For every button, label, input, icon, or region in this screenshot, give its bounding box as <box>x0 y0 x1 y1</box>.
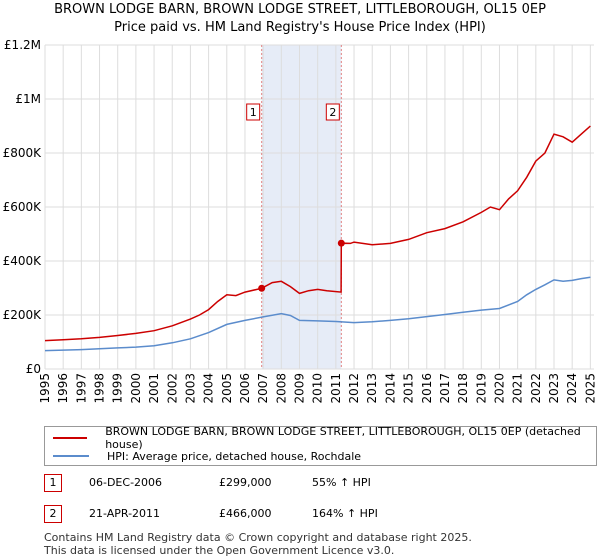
sale-price: £299,000 <box>219 476 272 489</box>
x-tick-label: 1995 <box>38 373 52 404</box>
x-tick-label: 2012 <box>347 373 361 404</box>
x-tick-label: 1999 <box>111 373 125 404</box>
x-tick-label: 2011 <box>329 373 343 404</box>
footer: Contains HM Land Registry data © Crown c… <box>44 531 472 557</box>
y-tick-label: £800K <box>3 146 43 160</box>
legend-swatch-property <box>53 437 88 439</box>
x-tick-label: 2007 <box>256 373 270 404</box>
y-tick-label: £1M <box>15 92 41 106</box>
x-tick-label: 2008 <box>274 373 288 404</box>
x-tick-label: 2002 <box>165 373 179 404</box>
x-tick-label: 2023 <box>547 373 561 404</box>
x-tick-label: 2003 <box>183 373 197 404</box>
y-tick-label: £400K <box>3 254 43 268</box>
legend-label-property: BROWN LODGE BARN, BROWN LODGE STREET, LI… <box>105 425 581 451</box>
x-tick-label: 1996 <box>56 373 70 404</box>
x-tick-label: 2006 <box>238 373 252 404</box>
x-tick-label: 2019 <box>474 373 488 404</box>
chart-subtitle: Price paid vs. HM Land Registry's House … <box>114 20 486 35</box>
sale-label-number: 1 <box>250 106 257 119</box>
x-tick-label: 2010 <box>311 373 325 404</box>
sale-date: 06-DEC-2006 <box>89 476 163 489</box>
sale-number-badge: 1 <box>44 474 62 492</box>
sale-number-badge: 2 <box>44 505 62 523</box>
x-tick-label: 2000 <box>129 373 143 404</box>
footer-licence: This data is licensed under the Open Gov… <box>44 544 395 557</box>
sale-label-number: 2 <box>329 106 336 119</box>
sale-hpi-change: 164% ↑ HPI <box>312 507 378 520</box>
sale-hpi-change: 55% ↑ HPI <box>312 476 371 489</box>
price-chart: £0 £200K £400K £600K £800K £1M £1.2M 1995 1996 19… <box>3 38 598 404</box>
x-tick-label: 2009 <box>293 373 307 404</box>
sale-price: £466,000 <box>219 507 272 520</box>
sale-date: 21-APR-2011 <box>89 507 161 520</box>
x-tick-label: 1997 <box>74 373 88 404</box>
x-tick-label: 2020 <box>492 373 506 404</box>
hpi-series-line <box>44 276 591 352</box>
y-tick-label: £200K <box>3 308 43 322</box>
sale-label-box <box>246 103 261 121</box>
x-tick-label: 2004 <box>202 373 216 404</box>
y-tick-label: £0 <box>26 362 41 376</box>
legend-swatch-hpi <box>53 455 89 457</box>
x-tick-label: 2005 <box>220 373 234 404</box>
sale-point <box>258 284 266 292</box>
x-tick-label: 2016 <box>420 373 434 404</box>
sale-point <box>337 239 345 247</box>
chart-title: BROWN LODGE BARN, BROWN LODGE STREET, LI… <box>54 2 546 17</box>
legend-item-property: BROWN LODGE BARN, BROWN LODGE STREET, LI… <box>53 425 596 451</box>
x-tick-label: 2025 <box>583 373 597 404</box>
x-tick-label: 1998 <box>93 373 107 404</box>
x-tick-label: 2022 <box>529 373 543 404</box>
legend-item-hpi: HPI: Average price, detached house, Roch… <box>53 448 361 464</box>
x-tick-label: 2017 <box>438 373 452 404</box>
x-tick-label: 2018 <box>456 373 470 404</box>
sale-row: 2 21-APR-2011 £466,000 164% ↑ HPI <box>44 505 597 529</box>
x-tick-label: 2024 <box>565 373 579 404</box>
sale-row: 1 06-DEC-2006 £299,000 55% ↑ HPI <box>44 474 597 498</box>
legend-label-hpi: HPI: Average price, detached house, Roch… <box>107 449 362 463</box>
x-tick-label: 2015 <box>402 373 416 404</box>
x-tick-label: 2021 <box>511 373 525 404</box>
sale-label-box <box>325 103 340 121</box>
x-tick-label: 2013 <box>365 373 379 404</box>
footer-copyright: Contains HM Land Registry data © Crown c… <box>44 531 472 544</box>
y-tick-label: £600K <box>3 200 43 214</box>
legend: BROWN LODGE BARN, BROWN LODGE STREET, LI… <box>44 425 597 466</box>
x-tick-label: 2001 <box>147 373 161 404</box>
x-tick-label: 2014 <box>383 373 397 404</box>
property-series-line <box>44 125 591 342</box>
y-tick-label: £1.2M <box>4 38 41 52</box>
